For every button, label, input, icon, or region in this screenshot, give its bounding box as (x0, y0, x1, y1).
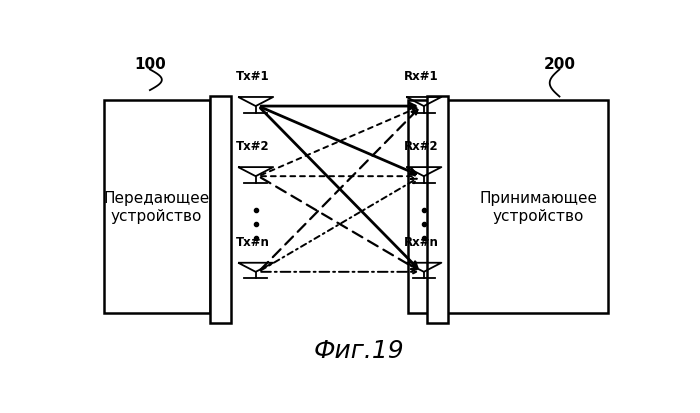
Bar (426, 97, 448, 323)
Text: Rx#1: Rx#1 (404, 70, 438, 83)
Text: Rx#2: Rx#2 (404, 140, 438, 153)
Text: 100: 100 (134, 57, 166, 71)
Text: Tx#n: Tx#n (236, 235, 270, 248)
Text: Rx#n: Rx#n (404, 235, 439, 248)
Bar (407, 100, 608, 313)
Text: Tx#2: Tx#2 (236, 140, 270, 153)
Bar (104, 100, 209, 313)
Text: Принимающее
устройство: Принимающее устройство (479, 191, 597, 223)
Text: Фиг.19: Фиг.19 (314, 338, 404, 362)
Text: Tx#1: Tx#1 (236, 70, 270, 83)
Text: 200: 200 (543, 57, 575, 71)
Text: Передающее
устройство: Передающее устройство (104, 191, 210, 223)
Bar (209, 97, 231, 323)
